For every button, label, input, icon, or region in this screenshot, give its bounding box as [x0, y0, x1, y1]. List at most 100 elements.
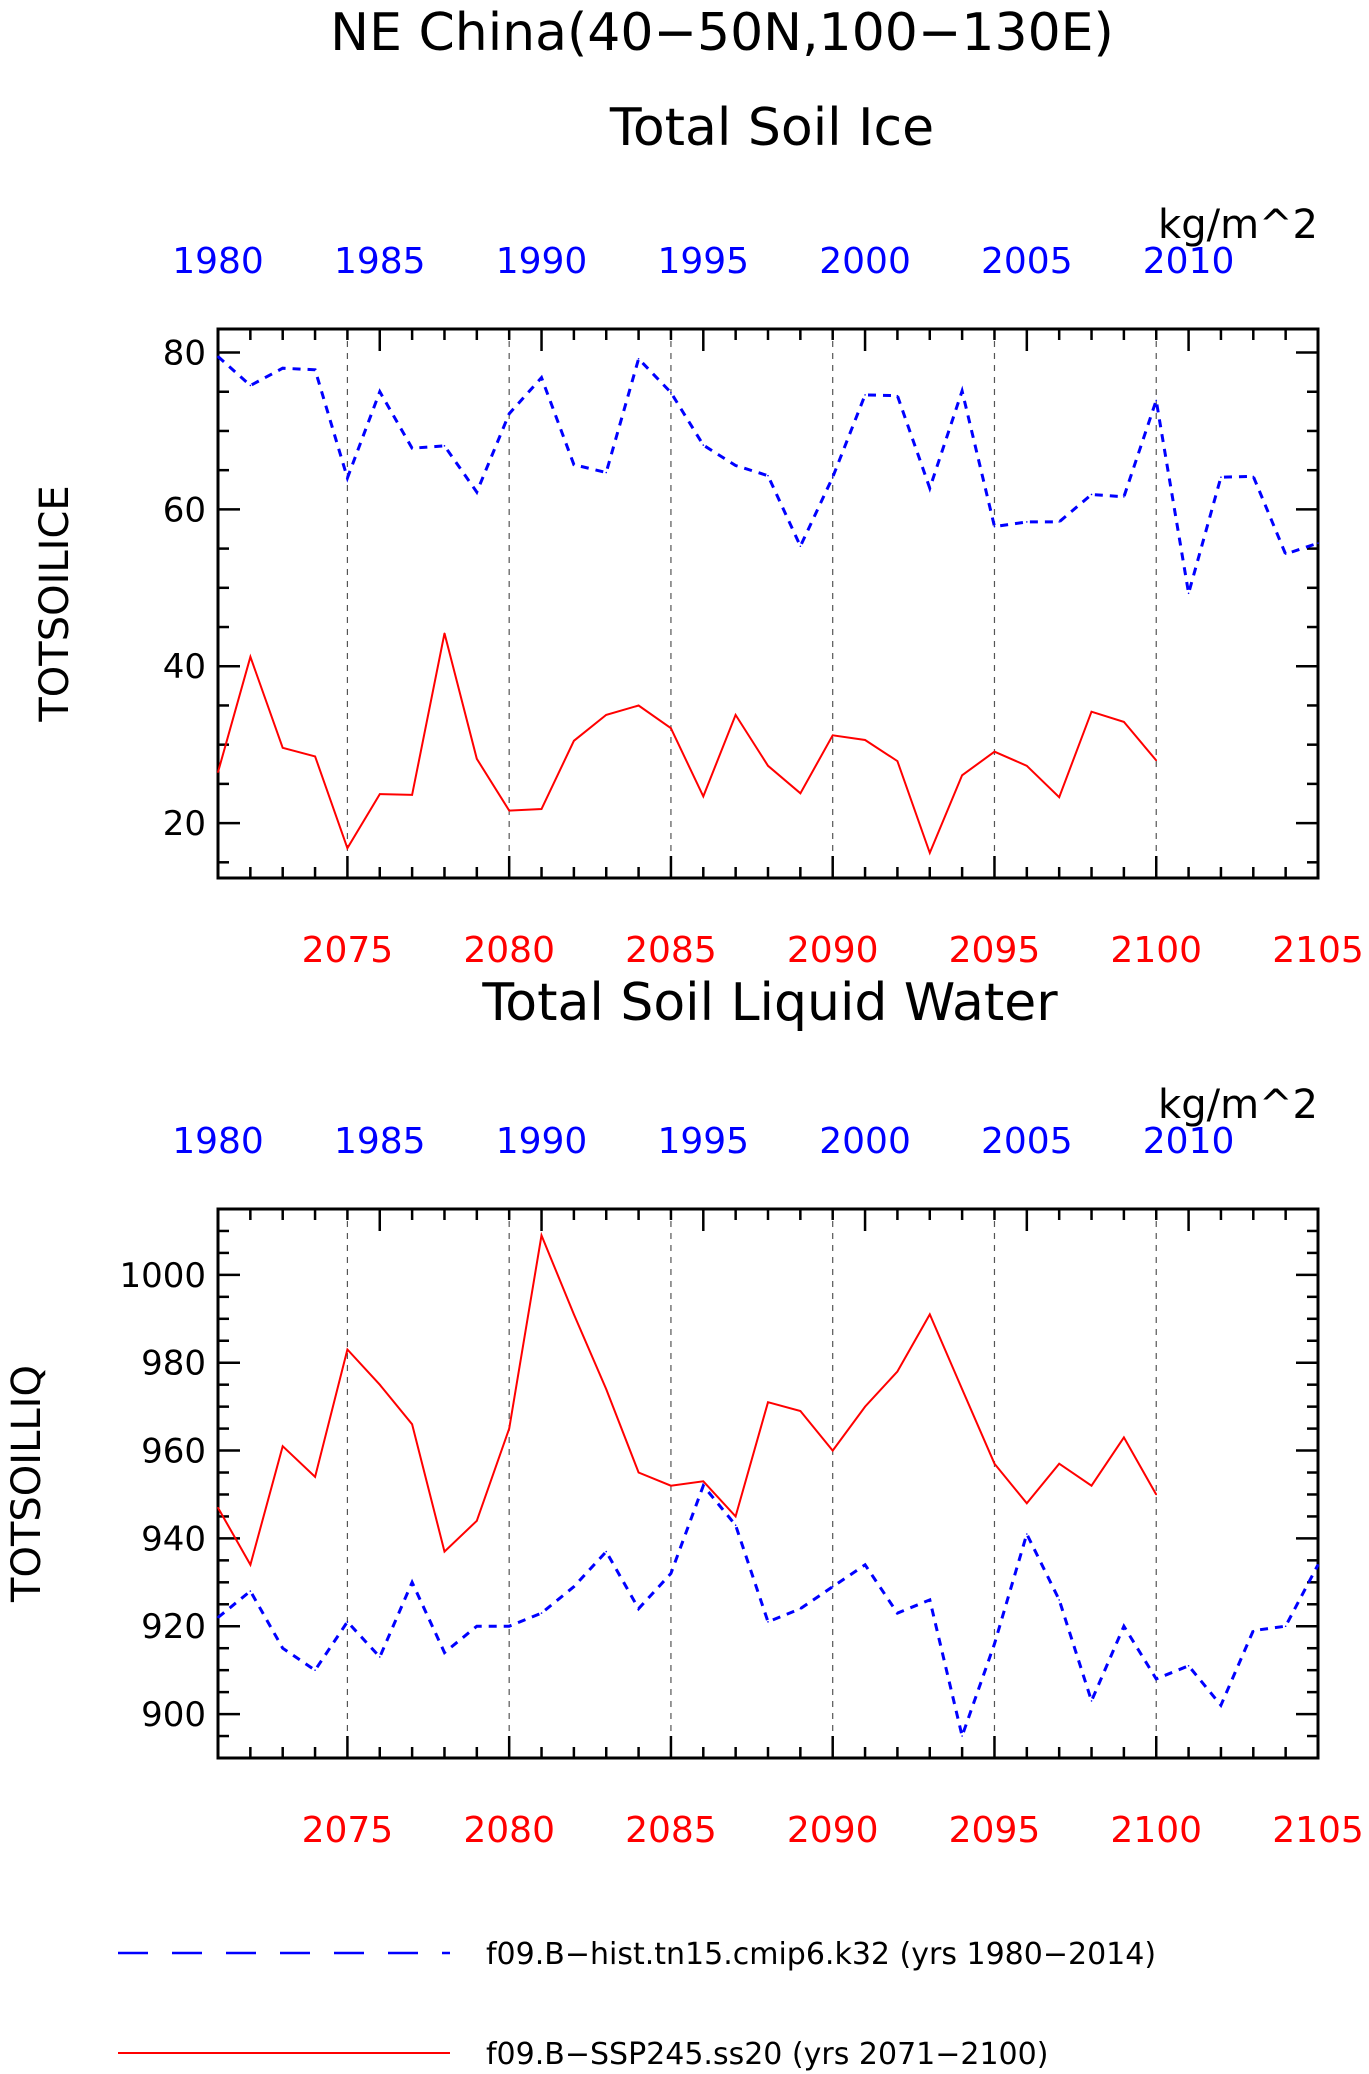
data-point-ssp — [799, 1410, 802, 1412]
data-point-ssp — [799, 792, 802, 795]
data-point-hist — [217, 355, 219, 358]
data-point-hist — [864, 1563, 866, 1566]
data-point-hist — [476, 1625, 478, 1628]
data-point-ssp — [961, 774, 963, 777]
x-tick-label-top: 2000 — [819, 241, 911, 282]
x-tick-label-bottom: 2080 — [463, 1810, 555, 1851]
data-point-ssp — [1058, 796, 1060, 799]
data-point-hist — [508, 412, 510, 415]
data-point-hist — [993, 525, 996, 528]
data-point-hist — [1123, 1625, 1125, 1628]
x-tick-label-bottom: 2090 — [787, 930, 879, 971]
data-point-ssp — [670, 1484, 672, 1487]
data-point-hist — [961, 390, 963, 392]
units-label: kg/m^2 — [1158, 1082, 1318, 1128]
data-point-hist — [1090, 493, 1093, 496]
data-point-hist — [605, 1550, 608, 1553]
data-point-hist — [1187, 1664, 1190, 1667]
x-tick-label-top: 1990 — [496, 1121, 588, 1162]
data-point-hist — [476, 491, 478, 493]
data-point-hist — [1123, 496, 1125, 498]
data-point-ssp — [281, 1445, 284, 1447]
data-point-hist — [1220, 1704, 1222, 1707]
data-point-hist — [1090, 1700, 1093, 1702]
data-point-ssp — [702, 795, 705, 798]
data-point-ssp — [249, 656, 252, 658]
x-tick-label-top: 1985 — [334, 241, 426, 282]
data-point-hist — [346, 477, 349, 479]
data-point-ssp — [573, 1313, 575, 1316]
series-line-hist — [217, 1482, 1320, 1742]
data-point-hist — [799, 1607, 802, 1610]
data-point-ssp — [1026, 1502, 1028, 1505]
x-tick-label-bottom: 2105 — [1272, 930, 1364, 971]
x-tick-label-top: 1980 — [172, 241, 264, 282]
data-point-hist — [637, 1607, 640, 1610]
data-point-ssp — [767, 765, 769, 767]
data-point-hist — [767, 1621, 769, 1623]
data-point-hist — [281, 367, 284, 370]
data-point-hist — [670, 1572, 672, 1575]
data-point-hist — [896, 394, 899, 397]
y-axis-label: TOTSOILICE — [32, 485, 78, 722]
data-point-ssp — [217, 771, 219, 773]
data-point-ssp — [346, 847, 349, 849]
data-point-hist — [767, 474, 769, 477]
y-tick-label: 940 — [141, 1519, 206, 1559]
data-point-hist — [249, 384, 252, 387]
data-point-ssp — [1155, 1493, 1158, 1496]
x-tick-label-top: 1985 — [334, 1121, 426, 1162]
data-point-ssp — [1090, 710, 1093, 713]
x-tick-label-bottom: 2075 — [302, 1810, 394, 1851]
data-point-hist — [1026, 521, 1028, 523]
data-point-hist — [314, 1669, 316, 1671]
data-point-ssp — [476, 757, 478, 760]
data-point-ssp — [1058, 1462, 1060, 1465]
data-point-hist — [540, 376, 543, 379]
data-point-hist — [637, 358, 640, 360]
data-point-ssp — [1155, 759, 1158, 762]
data-point-hist — [1252, 475, 1255, 478]
data-point-hist — [217, 1616, 219, 1619]
data-point-ssp — [1123, 1436, 1125, 1439]
data-point-hist — [1058, 1599, 1060, 1601]
data-point-ssp — [249, 1563, 252, 1566]
data-point-ssp — [896, 1370, 899, 1373]
data-point-hist — [1155, 1678, 1158, 1680]
data-point-hist — [799, 545, 802, 548]
data-point-ssp — [508, 809, 510, 812]
y-tick-label: 920 — [141, 1607, 206, 1647]
x-tick-label-bottom: 2085 — [625, 930, 717, 971]
data-point-hist — [702, 1484, 705, 1487]
data-point-hist — [734, 464, 737, 467]
data-point-ssp — [443, 632, 446, 635]
data-point-hist — [1284, 553, 1287, 555]
data-point-ssp — [378, 1383, 381, 1386]
y-tick-label: 60 — [163, 490, 206, 530]
data-point-hist — [443, 1651, 446, 1654]
x-tick-label-bottom: 2105 — [1272, 1810, 1364, 1851]
data-point-ssp — [896, 760, 899, 762]
data-point-ssp — [1090, 1484, 1093, 1487]
data-point-ssp — [993, 750, 996, 753]
data-point-ssp — [993, 1462, 996, 1465]
data-point-hist — [1284, 1625, 1287, 1628]
x-tick-label-top: 2005 — [981, 1121, 1073, 1162]
y-tick-label: 40 — [163, 647, 206, 687]
data-point-ssp — [637, 704, 640, 707]
data-point-hist — [928, 1599, 931, 1601]
data-point-ssp — [864, 739, 866, 741]
panel-total-soil-liquid-water: Total Soil Liquid Water kg/m^2 2075 2080 208… — [4, 973, 1364, 1851]
data-point-hist — [1317, 542, 1319, 544]
y-tick-label: 1000 — [119, 1256, 206, 1296]
data-point-hist — [605, 471, 608, 474]
y-tick-label: 20 — [163, 804, 206, 844]
data-point-ssp — [831, 734, 834, 737]
x-tick-label-bottom: 2090 — [787, 1810, 879, 1851]
data-point-ssp — [281, 747, 284, 749]
x-tick-label-bottom: 2075 — [302, 930, 394, 971]
legend-hist-label: f09.B−hist.tn15.cmip6.k32 (yrs 1980−2014… — [486, 1937, 1156, 1972]
y-tick-label: 960 — [141, 1432, 206, 1472]
